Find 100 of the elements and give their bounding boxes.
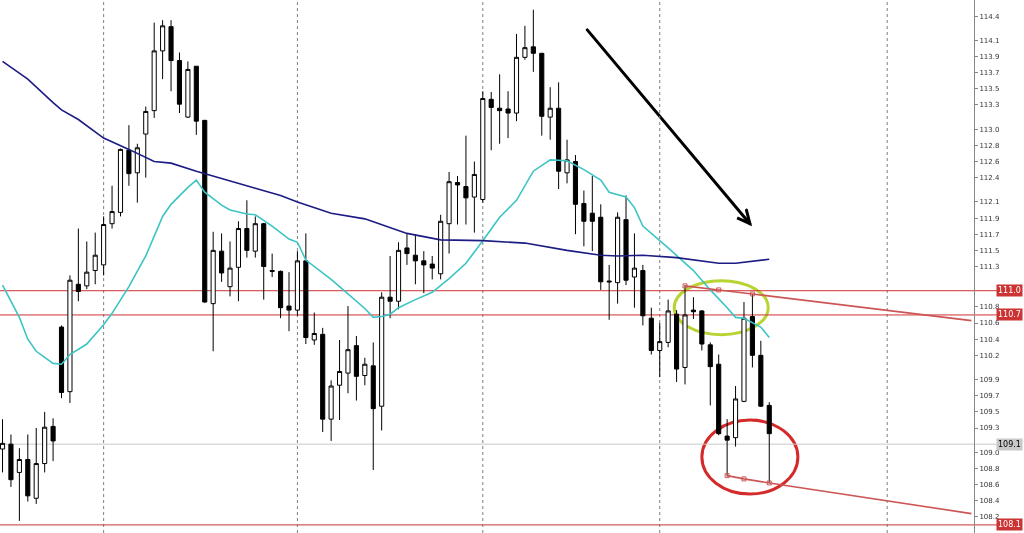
candlestick — [210, 231, 216, 352]
candlestick — [741, 301, 747, 403]
candlestick — [412, 233, 418, 285]
candlestick — [648, 307, 654, 356]
candlestick — [674, 309, 680, 383]
candlestick — [42, 411, 48, 473]
candlestick — [8, 433, 14, 488]
candlestick — [58, 324, 65, 399]
candlestick — [454, 175, 461, 226]
point — [724, 473, 730, 479]
point — [716, 287, 722, 293]
candlestick — [631, 232, 638, 309]
candlestick — [84, 240, 90, 290]
candlestick — [25, 433, 31, 502]
candlestick — [269, 253, 275, 278]
candlestick — [185, 60, 191, 119]
line-series — [1, 60, 771, 265]
ref-line-label: 111.0 — [998, 286, 1021, 295]
candlestick — [589, 175, 595, 252]
candlestick — [606, 264, 612, 321]
candlestick — [522, 25, 528, 61]
candlestick — [353, 335, 359, 402]
candlestick — [252, 215, 258, 259]
candlestick — [379, 291, 385, 431]
candlestick — [50, 417, 56, 462]
candlestick — [261, 222, 267, 301]
candlestick — [480, 90, 486, 204]
candlestick — [227, 240, 233, 297]
candlestick — [615, 211, 621, 305]
candlestick — [556, 81, 562, 190]
candlestick — [564, 139, 570, 184]
ref-line-label: 110.7 — [998, 310, 1021, 319]
candlestick — [328, 379, 334, 442]
candlestick — [126, 124, 132, 187]
point — [749, 291, 755, 297]
candlestick — [463, 135, 469, 226]
candlestick — [67, 274, 73, 404]
candlestick — [395, 241, 402, 310]
line-series — [1, 159, 771, 366]
candlestick — [665, 299, 671, 348]
point — [766, 480, 772, 486]
candlestick — [446, 171, 452, 255]
candlestick — [16, 447, 22, 522]
candlestick — [345, 305, 351, 394]
candlestick — [497, 73, 503, 145]
candlestick — [193, 65, 199, 136]
candlestick — [244, 199, 250, 259]
candlestick — [716, 354, 722, 436]
candlestick — [286, 271, 292, 332]
candlestick — [438, 214, 444, 280]
candlestick — [707, 341, 713, 406]
candlestick — [336, 339, 343, 421]
candlestick — [303, 232, 309, 345]
candlestick — [202, 119, 208, 304]
candlestick — [160, 19, 166, 80]
candlestick — [530, 9, 536, 73]
candlestick — [387, 255, 393, 319]
candlestick — [109, 185, 115, 230]
point — [741, 476, 747, 482]
candlestick — [362, 357, 368, 386]
candlestick — [539, 52, 545, 137]
candlestick — [370, 341, 376, 471]
candlestick — [758, 340, 764, 408]
candlestick — [690, 296, 696, 320]
candlestick — [657, 322, 663, 378]
candlestick — [429, 255, 435, 280]
candlestick — [598, 203, 604, 291]
candlestick — [404, 232, 410, 266]
ref-line-label: 108.1 — [998, 520, 1021, 529]
candlestick — [732, 385, 739, 448]
candlestick — [505, 90, 511, 139]
ref-line-label: 109.1 — [998, 440, 1021, 449]
candlestick — [219, 232, 225, 283]
candlestick — [143, 106, 149, 179]
candlestick — [471, 161, 477, 234]
candlestick — [294, 250, 300, 317]
candlestick — [0, 418, 6, 473]
candlestick — [421, 250, 427, 294]
candlestick — [278, 270, 284, 319]
candlestick — [623, 194, 629, 286]
candlestick — [33, 427, 39, 505]
candlestick — [235, 220, 242, 302]
point — [682, 283, 688, 289]
candlestick — [572, 154, 579, 235]
candlestick — [488, 91, 494, 151]
candlestick — [513, 33, 520, 122]
candlestick — [92, 232, 98, 285]
candlestick — [176, 51, 183, 114]
candlestick — [117, 148, 124, 217]
candlestick — [134, 143, 140, 204]
candlestick — [75, 228, 81, 302]
candlestick — [101, 215, 107, 276]
candlestick — [699, 309, 705, 351]
candlestick — [581, 190, 587, 247]
candlestick — [640, 264, 646, 326]
candlestick — [547, 86, 553, 141]
candlestick — [168, 19, 174, 92]
candlestick — [320, 327, 326, 433]
candlestick — [311, 312, 317, 346]
candlestick — [151, 22, 157, 119]
